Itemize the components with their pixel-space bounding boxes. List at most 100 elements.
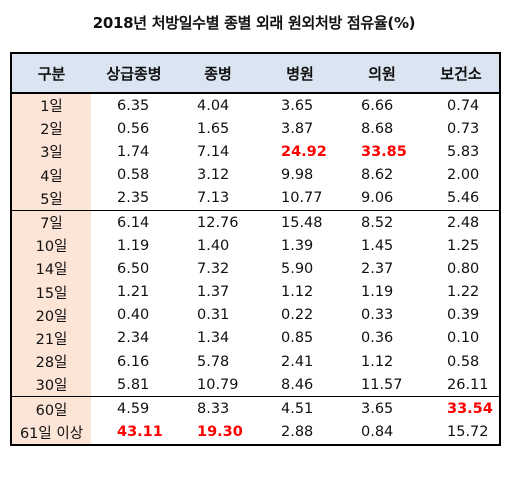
table-cell: 8.46 bbox=[259, 373, 341, 398]
table-cell: 43.11 bbox=[117, 424, 163, 441]
table-row: 20일 0.40 0.31 0.22 0.33 0.39 bbox=[11, 303, 500, 327]
table-row: 60일 4.59 8.33 4.51 3.65 33.54 bbox=[11, 396, 500, 421]
table-cell: 10.77 bbox=[259, 186, 341, 211]
table-cell: 1.12 bbox=[361, 353, 394, 370]
row-label: 1일 bbox=[11, 93, 91, 118]
table-row: 14일 6.50 7.32 5.90 2.37 0.80 bbox=[11, 257, 500, 281]
header-hospital: 병원 bbox=[259, 53, 341, 94]
table-cell: 3.65 bbox=[281, 97, 314, 114]
table-cell: 26.11 bbox=[423, 373, 500, 398]
header-category: 구분 bbox=[11, 53, 91, 94]
table-cell: 8.33 bbox=[197, 401, 230, 418]
table-cell: 1.39 bbox=[281, 237, 314, 254]
table-cell: 9.06 bbox=[341, 186, 423, 211]
table-cell: 33.54 bbox=[447, 401, 493, 418]
table-cell: 24.92 bbox=[281, 143, 327, 160]
table-cell: 1.25 bbox=[447, 237, 480, 254]
table-cell: 12.76 bbox=[197, 214, 239, 231]
table-cell: 6.50 bbox=[117, 260, 150, 277]
table-cell: 2.37 bbox=[361, 260, 394, 277]
table-cell: 1.19 bbox=[117, 237, 150, 254]
table-cell: 3.65 bbox=[361, 401, 394, 418]
row-label: 15일 bbox=[11, 280, 91, 304]
table-cell: 1.12 bbox=[281, 284, 314, 301]
table-cell: 0.58 bbox=[117, 167, 150, 184]
header-health-center: 보건소 bbox=[423, 53, 500, 94]
header-clinic: 의원 bbox=[341, 53, 423, 94]
table-cell: 8.52 bbox=[361, 214, 394, 231]
table-cell: 10.79 bbox=[177, 373, 259, 398]
table-cell: 7.13 bbox=[177, 186, 259, 211]
table-body: 1일 6.35 4.04 3.65 6.66 0.74 2일 0.56 1.65 3.87 8.68… bbox=[11, 93, 500, 445]
table-cell: 0.22 bbox=[281, 307, 314, 324]
table-cell: 15.48 bbox=[281, 214, 323, 231]
table-cell: 0.31 bbox=[197, 307, 230, 324]
table-row: 15일 1.21 1.37 1.12 1.19 1.22 bbox=[11, 280, 500, 304]
header-row: 구분 상급종병 종병 병원 의원 보건소 bbox=[11, 53, 500, 94]
row-label: 61일 이상 bbox=[11, 420, 91, 445]
row-label: 14일 bbox=[11, 257, 91, 281]
table-cell: 7.32 bbox=[197, 260, 230, 277]
header-general-hospital: 종병 bbox=[177, 53, 259, 94]
table-cell: 11.57 bbox=[341, 373, 423, 398]
table-cell: 5.46 bbox=[423, 186, 500, 211]
table-row: 2일 0.56 1.65 3.87 8.68 0.73 bbox=[11, 117, 500, 141]
table-cell: 0.80 bbox=[447, 260, 480, 277]
table-cell: 1.45 bbox=[361, 237, 394, 254]
table-row: 4일 0.58 3.12 9.98 8.62 2.00 bbox=[11, 163, 500, 187]
table-cell: 1.74 bbox=[117, 143, 150, 160]
table-cell: 8.68 bbox=[361, 120, 394, 137]
row-label: 3일 bbox=[11, 140, 91, 164]
table-cell: 5.90 bbox=[281, 260, 314, 277]
row-label: 5일 bbox=[11, 186, 91, 211]
table-cell: 2.48 bbox=[447, 214, 480, 231]
header-tertiary-hospital: 상급종병 bbox=[91, 53, 177, 94]
table-cell: 0.73 bbox=[447, 120, 480, 137]
table-row: 30일 5.81 10.79 8.46 11.57 26.11 bbox=[11, 373, 500, 398]
table-cell: 0.85 bbox=[281, 330, 314, 347]
row-label: 20일 bbox=[11, 303, 91, 327]
table-cell: 1.19 bbox=[361, 284, 394, 301]
table-row: 7일 6.14 12.76 15.48 8.52 2.48 bbox=[11, 210, 500, 235]
table-cell: 2.88 bbox=[281, 424, 314, 441]
table-cell: 8.62 bbox=[361, 167, 394, 184]
table-cell: 0.39 bbox=[447, 307, 480, 324]
table-cell: 5.81 bbox=[91, 373, 177, 398]
table-cell: 3.12 bbox=[197, 167, 230, 184]
row-label: 28일 bbox=[11, 350, 91, 374]
table-cell: 4.59 bbox=[117, 401, 150, 418]
table-cell: 33.85 bbox=[361, 143, 407, 160]
table-cell: 5.83 bbox=[447, 143, 480, 160]
table-cell: 0.36 bbox=[361, 330, 394, 347]
table-cell: 2.35 bbox=[91, 186, 177, 211]
table-cell: 15.72 bbox=[447, 424, 489, 441]
table-cell: 2.00 bbox=[447, 167, 480, 184]
table-cell: 19.30 bbox=[197, 424, 243, 441]
table-cell: 6.35 bbox=[117, 97, 150, 114]
table-cell: 0.10 bbox=[447, 330, 480, 347]
table-cell: 0.58 bbox=[447, 353, 480, 370]
table-cell: 2.41 bbox=[281, 353, 314, 370]
table-cell: 6.14 bbox=[117, 214, 150, 231]
row-label: 30일 bbox=[11, 373, 91, 398]
share-table: 구분 상급종병 종병 병원 의원 보건소 1일 6.35 4.04 3.65 6.66 0… bbox=[10, 52, 501, 446]
table-cell: 1.21 bbox=[117, 284, 150, 301]
table-cell: 1.22 bbox=[447, 284, 480, 301]
row-label: 60일 bbox=[11, 396, 91, 421]
table-row: 61일 이상 43.11 19.30 2.88 0.84 15.72 bbox=[11, 420, 500, 445]
table-cell: 1.65 bbox=[197, 120, 230, 137]
table-cell: 0.74 bbox=[447, 97, 480, 114]
table-cell: 4.51 bbox=[281, 401, 314, 418]
table-row: 1일 6.35 4.04 3.65 6.66 0.74 bbox=[11, 93, 500, 118]
table-row: 28일 6.16 5.78 2.41 1.12 0.58 bbox=[11, 350, 500, 374]
table-row: 5일 2.35 7.13 10.77 9.06 5.46 bbox=[11, 186, 500, 211]
row-label: 21일 bbox=[11, 326, 91, 351]
table-cell: 2.34 bbox=[117, 330, 150, 347]
row-label: 2일 bbox=[11, 117, 91, 141]
table-cell: 0.40 bbox=[117, 307, 150, 324]
table-cell: 3.87 bbox=[281, 120, 314, 137]
table-cell: 6.66 bbox=[361, 97, 394, 114]
row-label: 7일 bbox=[11, 210, 91, 235]
row-label: 10일 bbox=[11, 234, 91, 258]
table-cell: 1.34 bbox=[197, 330, 230, 347]
